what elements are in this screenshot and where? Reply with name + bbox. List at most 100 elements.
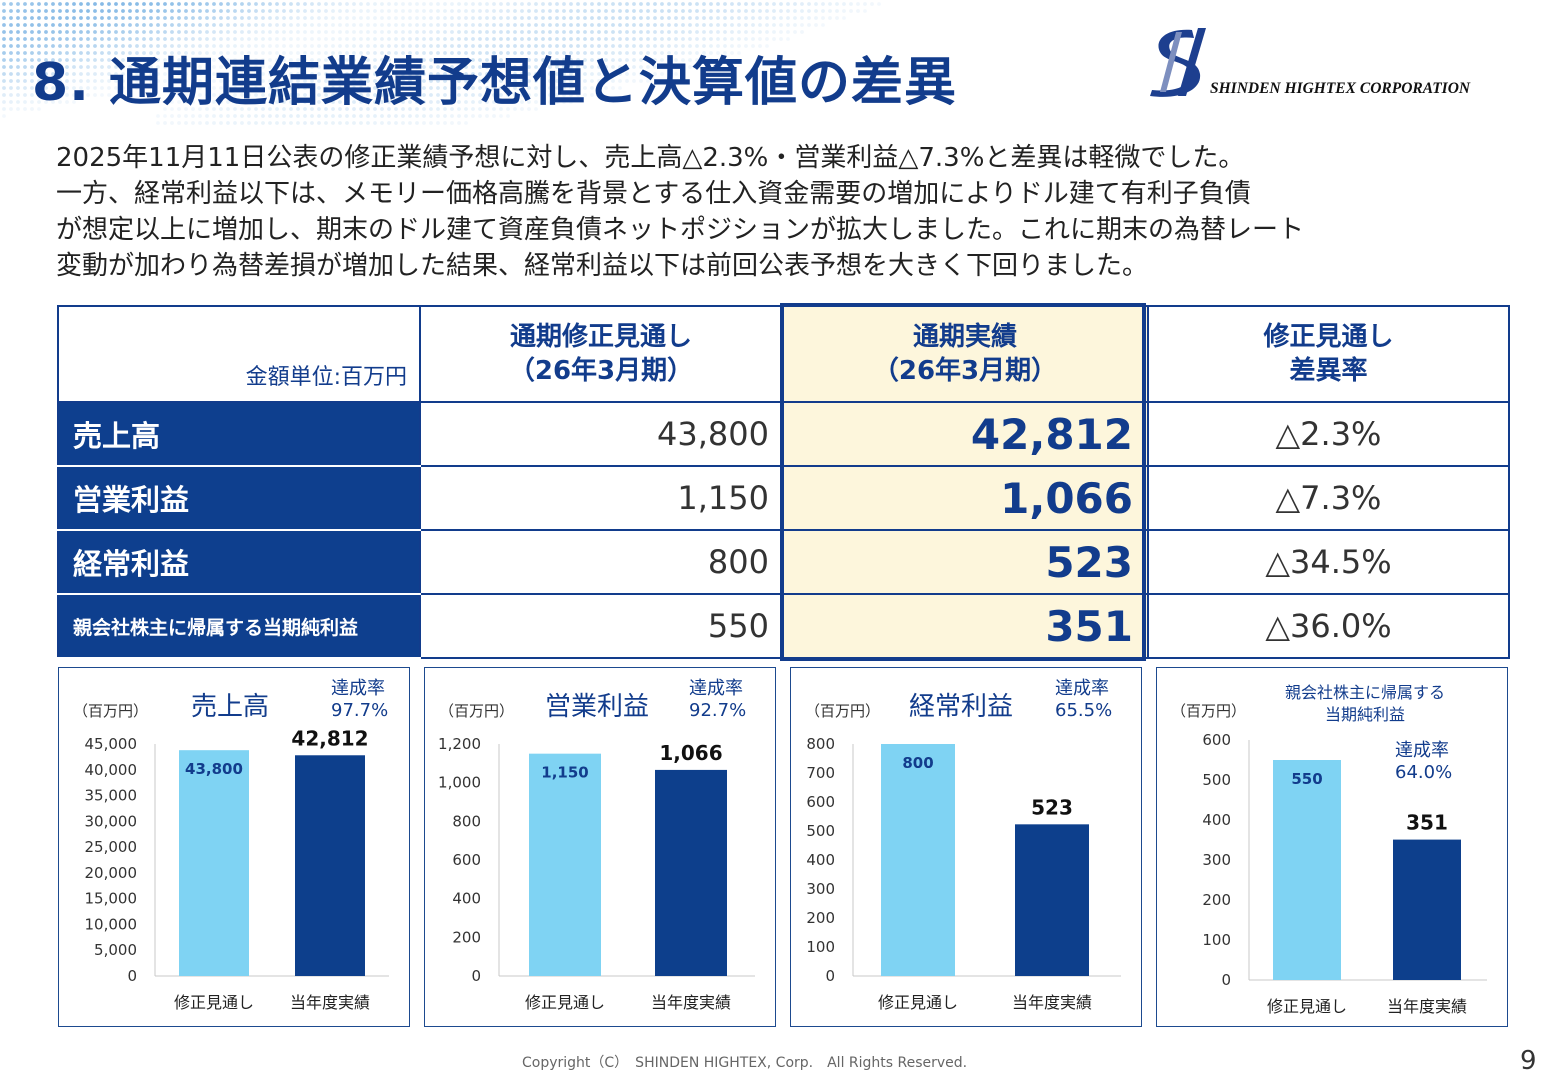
summary-text: 2025年11月11日公表の修正業績予想に対し、売上高△2.3%・営業利益△7.… xyxy=(56,140,1536,284)
chart-sales: 0 5,000 10,000 15,000 20,000 25,000 30,000 35,0… xyxy=(85,726,389,1012)
y-tick-label: 35,000 xyxy=(85,787,138,805)
y-tick-label: 300 xyxy=(1202,851,1231,869)
variance-rate: △36.0% xyxy=(1147,593,1510,659)
header-actual-line1: 通期実績 xyxy=(912,322,1017,352)
forecast-bar xyxy=(529,753,601,976)
y-tick-label: 200 xyxy=(1202,891,1231,909)
y-tick-label: 400 xyxy=(806,851,835,869)
row-label: 経常利益 xyxy=(57,529,421,595)
chart-title: 親会社株主に帰属する 当期純利益 xyxy=(1265,682,1465,726)
table-header-row: 金額単位:百万円 通期修正見通し （26年3月期） 通期実績 （26年3月期） … xyxy=(57,305,1510,403)
summary-line: が想定以上に増加し、期末のドル建て資産負債ネットポジションが拡大しました。これに… xyxy=(56,215,1305,245)
y-tick-label: 10,000 xyxy=(85,915,138,933)
y-tick-label: 200 xyxy=(806,909,835,927)
forecast-value: 800 xyxy=(419,529,783,595)
actual-bar xyxy=(1015,824,1089,976)
actual-bar xyxy=(655,769,727,976)
actual-value: 523 xyxy=(781,529,1149,595)
actual-bar xyxy=(295,755,365,976)
forecast-bar xyxy=(881,744,955,976)
page-title: 8. 通期連結業績予想値と決算値の差異 xyxy=(32,53,958,113)
variance-rate: △2.3% xyxy=(1147,401,1510,467)
achievement-rate: 達成率 92.7% xyxy=(689,678,746,722)
x-category-label: 修正見通し xyxy=(174,993,254,1012)
y-tick-label: 30,000 xyxy=(85,812,138,830)
chart-title-line2: 当期純利益 xyxy=(1324,705,1405,724)
x-category-label: 当年度実績 xyxy=(1012,993,1092,1012)
achievement-rate-value: 64.0% xyxy=(1395,762,1453,783)
x-category-label: 修正見通し xyxy=(1267,997,1347,1016)
achievement-rate-label: 達成率 xyxy=(1055,678,1109,699)
chart-ordinary-income: 0 100 200 300 400 500 600 700 800 800 修正見通し 523 当年度実… xyxy=(806,735,1121,1012)
table-row: 売上高 43,800 42,812 △2.3% xyxy=(57,401,1510,467)
y-tick-label: 800 xyxy=(452,812,481,830)
forecast-bar xyxy=(179,750,249,976)
actual-bar-label: 42,812 xyxy=(291,726,368,750)
header-actual: 通期実績 （26年3月期） xyxy=(781,305,1149,403)
table-row: 経常利益 800 523 △34.5% xyxy=(57,529,1510,595)
chart-operating-income: 0 200 400 600 800 1,000 1,200 1,150 修正見通し 1,066 当年… xyxy=(438,735,755,1012)
summary-line: 一方、経常利益以下は、メモリー価格高騰を背景とする仕入資金需要の増加によりドル建… xyxy=(56,179,1251,209)
actual-value: 42,812 xyxy=(781,401,1149,467)
y-tick-label: 200 xyxy=(452,928,481,946)
achievement-rate-value: 65.5% xyxy=(1055,700,1113,721)
forecast-bar-label: 1,150 xyxy=(541,764,588,782)
y-tick-label: 600 xyxy=(1202,731,1231,749)
y-tick-label: 100 xyxy=(806,938,835,956)
achievement-rate: 達成率 64.0% xyxy=(1395,740,1452,784)
chart-title-line1: 親会社株主に帰属する xyxy=(1284,683,1445,702)
y-tick-label: 300 xyxy=(806,880,835,898)
y-tick-label: 600 xyxy=(806,793,835,811)
chart-unit-label: （百万円） xyxy=(1171,702,1247,720)
page-number: 9 xyxy=(1520,1046,1537,1076)
chart-panel-operating-income: 0 200 400 600 800 1,000 1,200 1,150 修正見通し 1,066 当年… xyxy=(424,667,776,1027)
variance-rate: △7.3% xyxy=(1147,465,1510,531)
y-tick-label: 700 xyxy=(806,764,835,782)
achievement-rate-value: 97.7% xyxy=(331,700,389,721)
forecast-bar xyxy=(1273,760,1341,980)
forecast-bar-label: 550 xyxy=(1291,770,1322,788)
row-label: 営業利益 xyxy=(57,465,421,531)
actual-value: 1,066 xyxy=(781,465,1149,531)
y-tick-label: 400 xyxy=(452,890,481,908)
table-row: 営業利益 1,150 1,066 △7.3% xyxy=(57,465,1510,531)
x-category-label: 修正見通し xyxy=(525,993,605,1012)
y-tick-label: 500 xyxy=(806,822,835,840)
forecast-value: 43,800 xyxy=(419,401,783,467)
chart-title: 売上高 xyxy=(191,692,270,722)
header-actual-line2: （26年3月期） xyxy=(872,356,1058,386)
chart-unit-label: （百万円） xyxy=(805,702,881,720)
y-tick-label: 0 xyxy=(825,967,835,985)
chart-title: 営業利益 xyxy=(545,692,650,722)
header-rate: 修正見通し 差異率 xyxy=(1147,305,1510,403)
x-category-label: 修正見通し xyxy=(878,993,958,1012)
chart-unit-label: （百万円） xyxy=(73,702,149,720)
y-tick-label: 100 xyxy=(1202,931,1231,949)
header-forecast-line2: （26年3月期） xyxy=(508,356,694,386)
company-logo-text: SHINDEN HIGHTEX CORPORATION xyxy=(1210,80,1471,97)
actual-bar-label: 523 xyxy=(1031,795,1073,819)
results-table: 金額単位:百万円 通期修正見通し （26年3月期） 通期実績 （26年3月期） … xyxy=(57,305,1510,659)
dot-pattern-group xyxy=(2,2,881,125)
chart-panel-sales: 0 5,000 10,000 15,000 20,000 25,000 30,000 35,0… xyxy=(58,667,410,1027)
chart-panel-ordinary-income: 0 100 200 300 400 500 600 700 800 800 修正見通し 523 当年度実… xyxy=(790,667,1142,1027)
company-logo-mark-icon xyxy=(1150,28,1206,97)
y-tick-label: 400 xyxy=(1202,811,1231,829)
actual-bar-label: 351 xyxy=(1406,811,1448,835)
x-category-label: 当年度実績 xyxy=(651,993,731,1012)
copyright-text: Copyright（C） SHINDEN HIGHTEX, Corp. All … xyxy=(522,1055,968,1071)
forecast-value: 1,150 xyxy=(419,465,783,531)
achievement-rate: 達成率 65.5% xyxy=(1055,678,1112,722)
header-rate-line1: 修正見通し xyxy=(1263,322,1394,352)
y-tick-label: 25,000 xyxy=(85,838,138,856)
y-tick-label: 0 xyxy=(471,967,481,985)
header-forecast: 通期修正見通し （26年3月期） xyxy=(419,305,783,403)
y-tick-label: 1,200 xyxy=(438,735,481,753)
achievement-rate-label: 達成率 xyxy=(689,678,743,699)
y-tick-label: 0 xyxy=(1221,971,1231,989)
header-rate-line2: 差異率 xyxy=(1289,356,1368,386)
achievement-rate-value: 92.7% xyxy=(689,700,747,721)
chart-unit-label: （百万円） xyxy=(439,702,515,720)
forecast-bar-label: 800 xyxy=(902,754,933,772)
unit-label: 金額単位:百万円 xyxy=(57,305,421,403)
